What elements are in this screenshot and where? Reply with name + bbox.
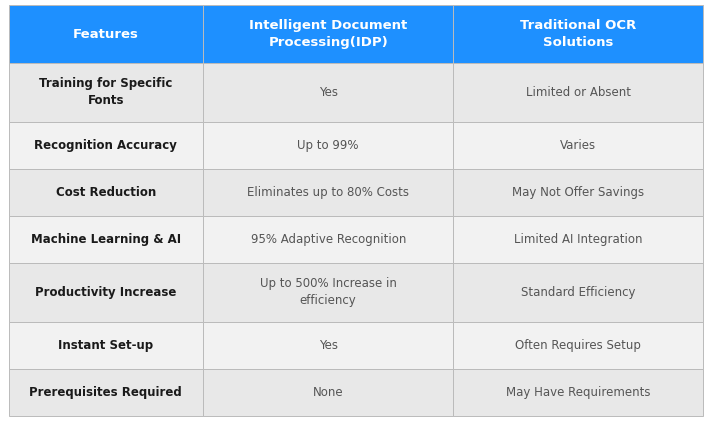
Bar [203,216,454,263]
Text: 95% Adaptive Recognition: 95% Adaptive Recognition [251,233,406,246]
Text: Up to 500% Increase in
efficiency: Up to 500% Increase in efficiency [260,277,397,307]
Text: Traditional OCR
Solutions: Traditional OCR Solutions [520,19,637,49]
Text: Up to 99%: Up to 99% [298,139,359,152]
Bar [203,369,454,416]
Bar [203,169,454,216]
Text: Limited or Absent: Limited or Absent [526,86,631,99]
Bar [454,5,703,63]
Bar [203,263,454,322]
Text: Machine Learning & AI: Machine Learning & AI [31,233,181,246]
Text: Training for Specific
Fonts: Training for Specific Fonts [39,77,172,107]
Text: Limited AI Integration: Limited AI Integration [514,233,643,246]
Text: Cost Reduction: Cost Reduction [56,186,156,199]
Bar [203,63,454,122]
Text: Prerequisites Required: Prerequisites Required [29,386,182,399]
Text: May Not Offer Savings: May Not Offer Savings [513,186,644,199]
Bar [454,122,703,169]
Bar [454,322,703,369]
Text: Productivity Increase: Productivity Increase [35,286,177,299]
Bar [9,216,203,263]
Bar [9,169,203,216]
Text: Yes: Yes [319,86,337,99]
Bar [9,369,203,416]
Bar [203,5,454,63]
Bar [454,63,703,122]
Text: Features: Features [73,27,139,40]
Text: Recognition Accuracy: Recognition Accuracy [34,139,177,152]
Bar [454,263,703,322]
Text: Yes: Yes [319,339,337,352]
Text: Varies: Varies [560,139,597,152]
Text: May Have Requirements: May Have Requirements [506,386,651,399]
Bar [9,5,203,63]
Bar [454,169,703,216]
Bar [9,63,203,122]
Bar [9,322,203,369]
Text: Intelligent Document
Processing(IDP): Intelligent Document Processing(IDP) [249,19,407,49]
Bar [203,322,454,369]
Bar [454,216,703,263]
Text: Eliminates up to 80% Costs: Eliminates up to 80% Costs [247,186,409,199]
Text: Instant Set-up: Instant Set-up [58,339,153,352]
Bar [203,122,454,169]
Text: Standard Efficiency: Standard Efficiency [521,286,636,299]
Bar [9,263,203,322]
Bar [9,122,203,169]
Text: None: None [313,386,343,399]
Text: Often Requires Setup: Often Requires Setup [515,339,642,352]
Bar [454,369,703,416]
